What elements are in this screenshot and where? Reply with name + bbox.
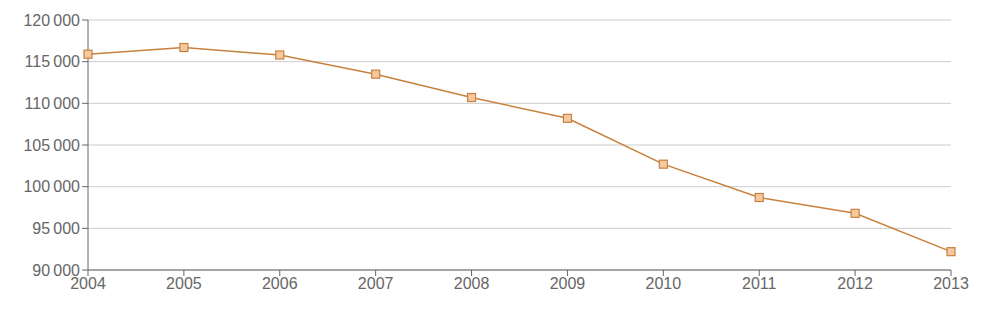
- svg-text:115 000: 115 000: [25, 53, 81, 70]
- svg-text:100 000: 100 000: [23, 178, 80, 195]
- svg-text:95 000: 95 000: [32, 220, 80, 237]
- svg-text:105 000: 105 000: [23, 137, 80, 154]
- svg-text:2006: 2006: [262, 275, 298, 292]
- svg-text:120 000: 120 000: [23, 12, 80, 29]
- svg-text:2012: 2012: [837, 275, 873, 292]
- svg-text:2010: 2010: [646, 275, 682, 292]
- svg-text:2009: 2009: [550, 275, 586, 292]
- svg-text:2011: 2011: [742, 275, 777, 292]
- svg-text:90 000: 90 000: [32, 262, 80, 279]
- svg-text:110 000: 110 000: [25, 95, 81, 112]
- svg-text:2004: 2004: [70, 275, 106, 293]
- svg-text:2013: 2013: [933, 275, 969, 292]
- svg-text:2008: 2008: [454, 275, 490, 292]
- svg-text:2007: 2007: [358, 275, 394, 292]
- svg-text:2005: 2005: [166, 275, 202, 292]
